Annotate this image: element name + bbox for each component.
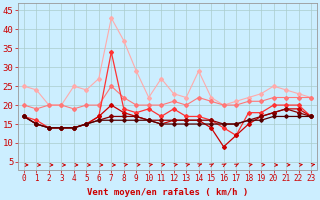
X-axis label: Vent moyen/en rafales ( km/h ): Vent moyen/en rafales ( km/h ) [87, 188, 248, 197]
